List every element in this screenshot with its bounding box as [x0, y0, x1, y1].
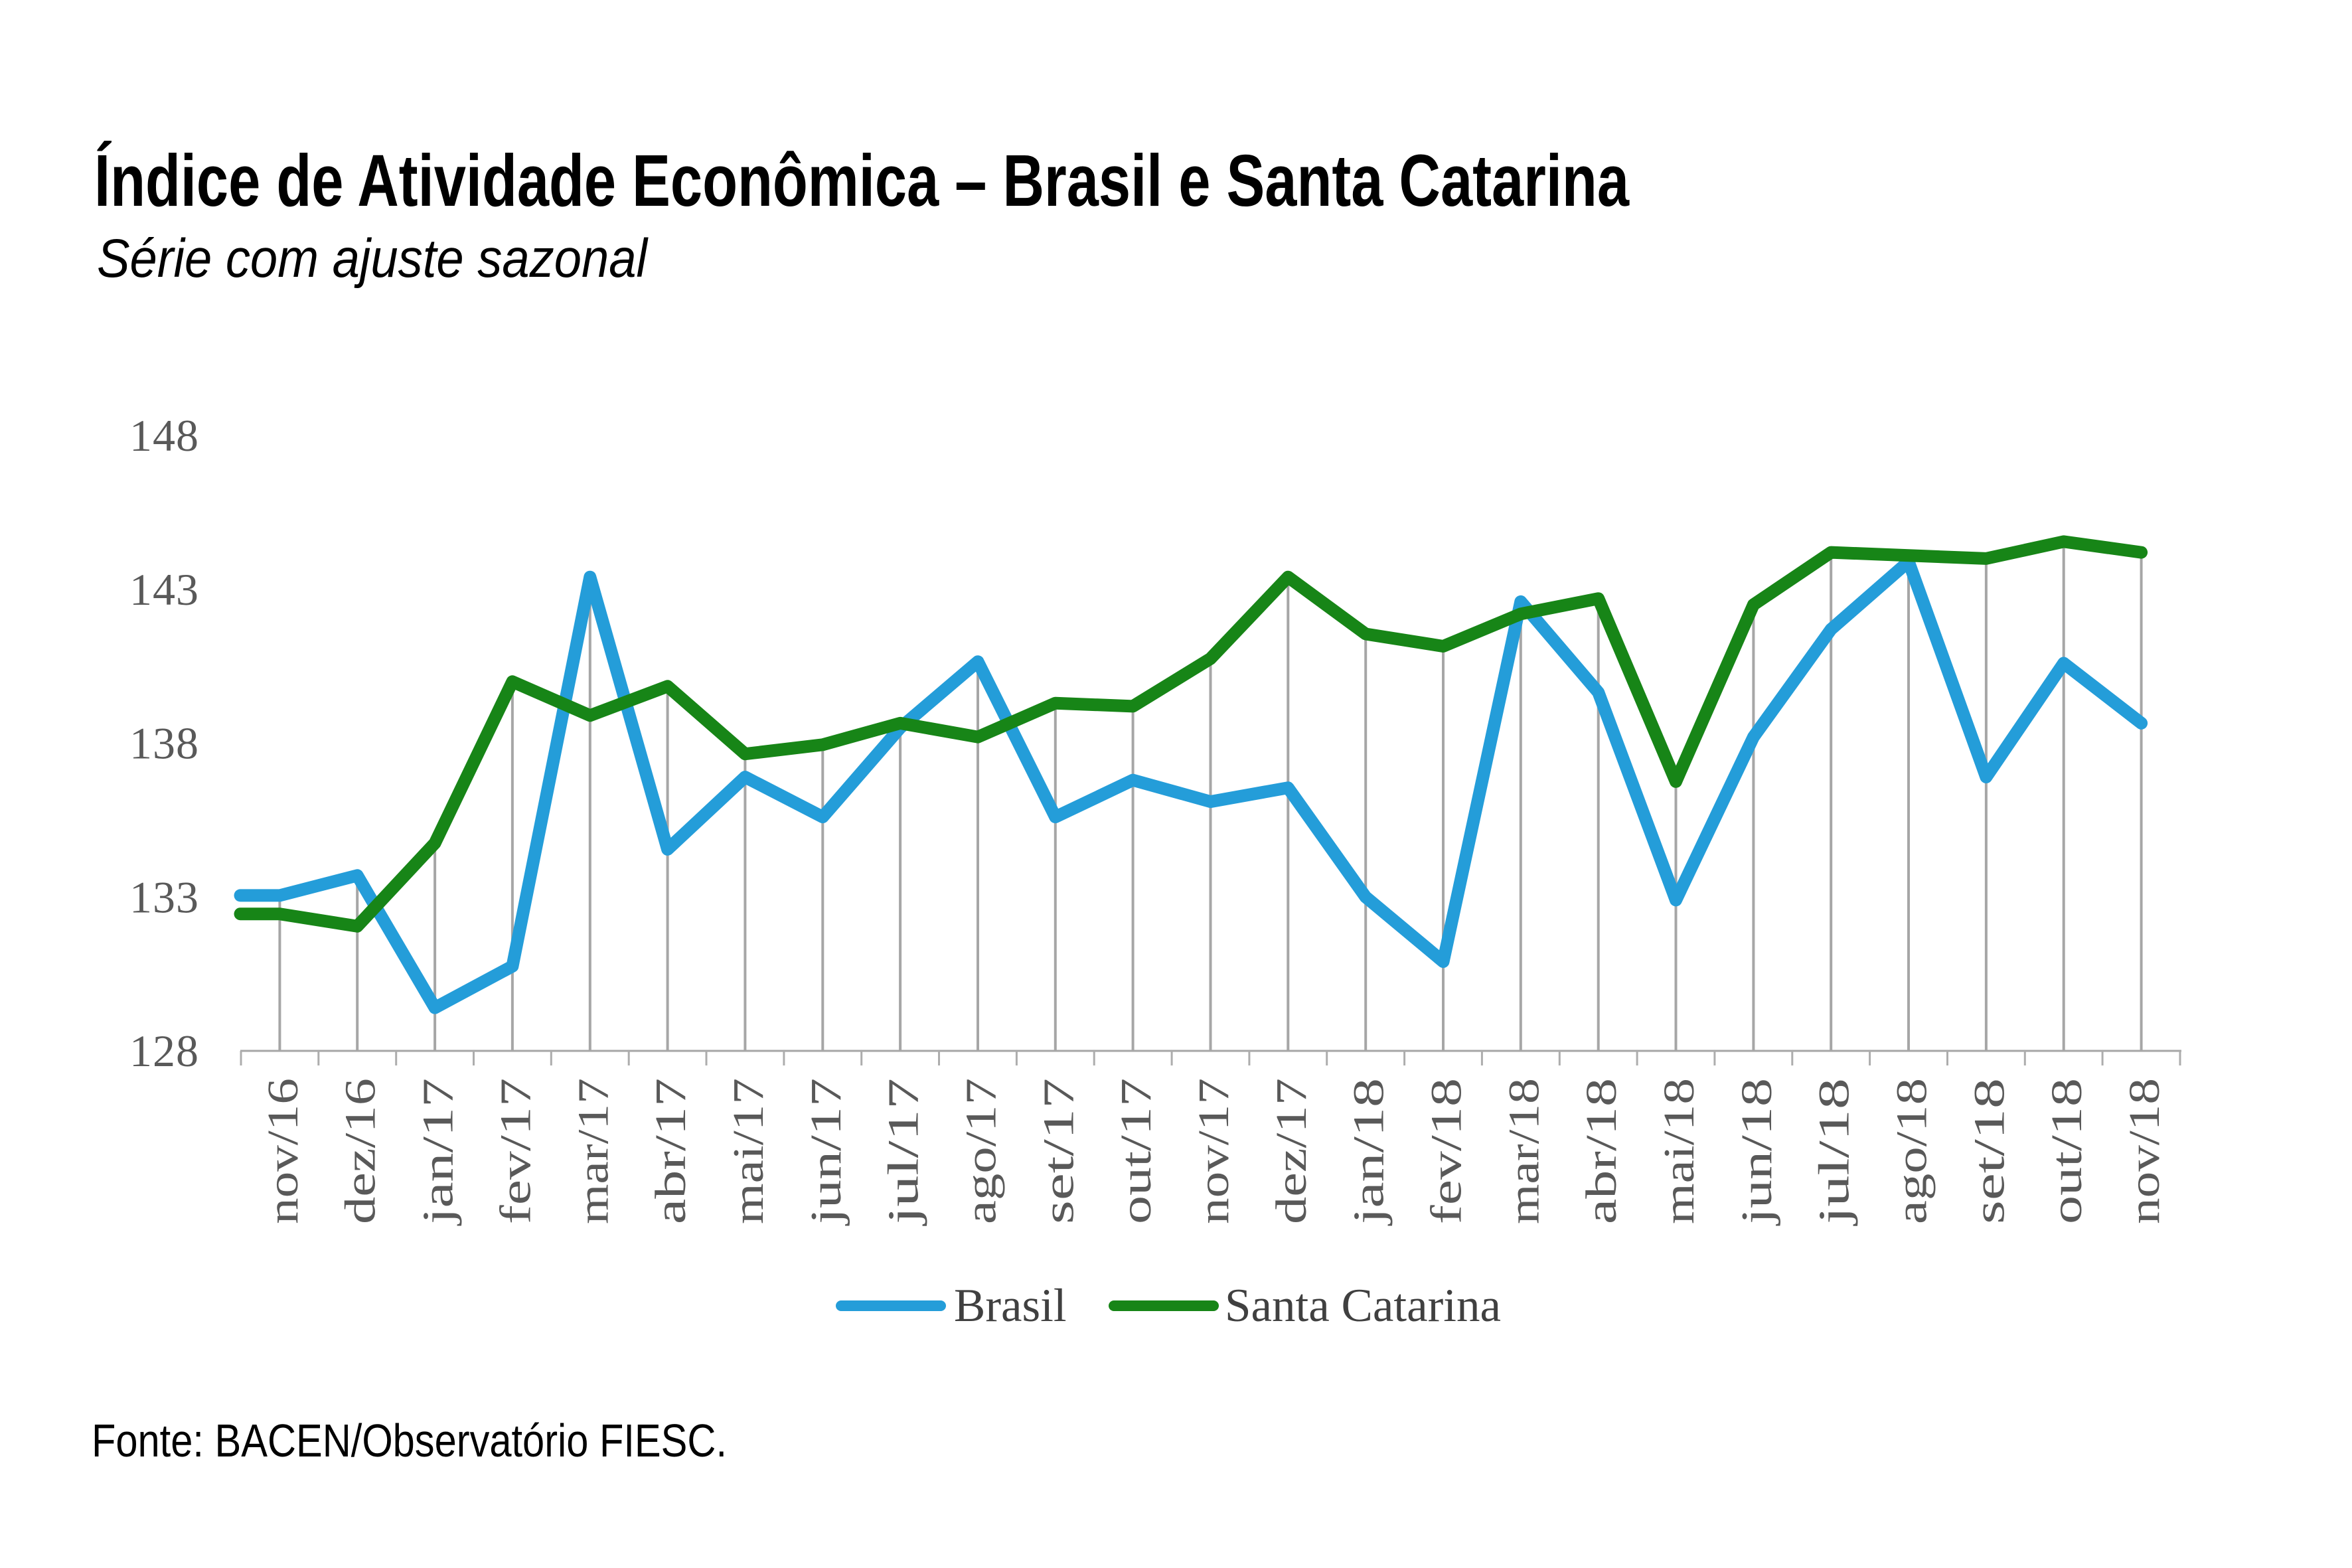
- svg-text:ago/18: ago/18: [1888, 1078, 1936, 1224]
- svg-text:jul/17: jul/17: [880, 1078, 928, 1226]
- svg-text:abr/17: abr/17: [647, 1078, 695, 1224]
- svg-text:133: 133: [129, 872, 199, 922]
- svg-text:mar/17: mar/17: [569, 1078, 617, 1224]
- svg-text:mai/17: mai/17: [724, 1078, 773, 1224]
- svg-text:fev/17: fev/17: [491, 1078, 540, 1224]
- svg-text:143: 143: [129, 564, 199, 615]
- svg-text:set/18: set/18: [1965, 1078, 2013, 1224]
- svg-text:148: 148: [129, 410, 199, 461]
- svg-text:Santa Catarina: Santa Catarina: [1225, 1280, 1501, 1332]
- svg-text:dez/17: dez/17: [1267, 1078, 1316, 1224]
- svg-text:nov/18: nov/18: [2120, 1078, 2169, 1224]
- svg-text:128: 128: [129, 1026, 199, 1076]
- svg-text:dez/16: dez/16: [337, 1078, 385, 1224]
- svg-text:ago/17: ago/17: [957, 1078, 1006, 1224]
- svg-text:abr/18: abr/18: [1577, 1078, 1626, 1224]
- svg-text:mai/18: mai/18: [1655, 1078, 1703, 1224]
- svg-text:Fonte: BACEN/Observatório FIES: Fonte: BACEN/Observatório FIESC.: [92, 1415, 727, 1466]
- svg-text:out/17: out/17: [1112, 1078, 1160, 1224]
- svg-text:138: 138: [129, 718, 199, 769]
- svg-text:Brasil: Brasil: [954, 1280, 1067, 1332]
- svg-text:jan/17: jan/17: [414, 1078, 463, 1226]
- svg-text:Índice de Atividade Econômica: Índice de Atividade Econômica – Brasil e…: [94, 140, 1630, 222]
- svg-text:jun/17: jun/17: [802, 1078, 850, 1226]
- svg-text:Série com ajuste sazonal: Série com ajuste sazonal: [97, 228, 649, 289]
- svg-text:jul/18: jul/18: [1810, 1078, 1859, 1226]
- svg-text:out/18: out/18: [2043, 1078, 2091, 1224]
- svg-text:nov/16: nov/16: [259, 1078, 307, 1224]
- svg-text:fev/18: fev/18: [1423, 1078, 1471, 1224]
- svg-text:mar/18: mar/18: [1500, 1078, 1548, 1224]
- svg-text:nov/17: nov/17: [1190, 1078, 1238, 1224]
- svg-text:jun/18: jun/18: [1733, 1078, 1781, 1226]
- svg-text:set/17: set/17: [1034, 1078, 1083, 1224]
- svg-text:jan/18: jan/18: [1345, 1078, 1393, 1226]
